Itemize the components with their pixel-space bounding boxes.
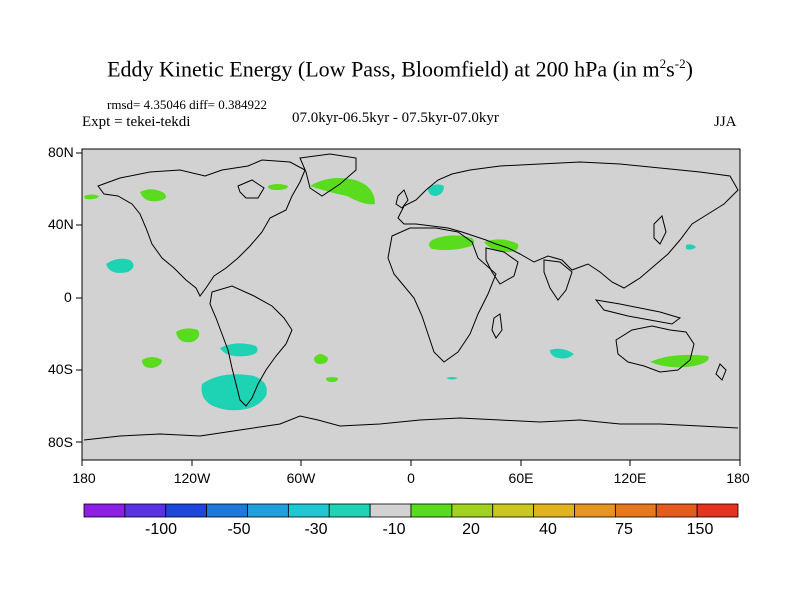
anomaly-patch — [429, 235, 475, 251]
coastline-uk — [395, 189, 409, 209]
negative-anomaly-patches — [106, 184, 696, 411]
anomaly-patch — [142, 357, 162, 368]
colorbar-label: 75 — [615, 521, 633, 538]
colorbar-box — [369, 503, 412, 518]
coastline-north-america — [97, 159, 306, 297]
anomaly-patch — [428, 184, 444, 196]
colorbar-box — [574, 503, 616, 518]
colorbar-label: -100 — [144, 521, 178, 538]
colorbar-label: 150 — [686, 521, 714, 538]
colorbar-box — [533, 503, 575, 518]
season-label: JJA — [714, 114, 737, 130]
anomaly-patch — [220, 343, 258, 357]
coastline-south-america — [209, 285, 293, 407]
colorbar-box — [328, 503, 371, 518]
anomaly-patch — [650, 354, 709, 368]
colorbar-box — [247, 503, 289, 518]
coastline-japan — [653, 215, 667, 245]
lon-label: 0 — [407, 470, 415, 486]
anomaly-patch — [268, 184, 288, 190]
lat-label: 0 — [64, 289, 72, 305]
colorbar-label: -30 — [304, 521, 328, 538]
experiment-label: Expt = tekei-tekdi — [82, 114, 191, 130]
lat-label: 80S — [48, 434, 73, 450]
rmsd-diff-stats: rmsd= 4.35046 diff= 0.384922 — [107, 97, 267, 112]
colorbar-box — [124, 503, 167, 518]
anomaly-patch — [140, 189, 166, 202]
lon-label: 180 — [72, 470, 96, 486]
coastline-eurasia — [397, 161, 739, 289]
lat-label: 80N — [48, 144, 74, 160]
anomaly-patch — [310, 178, 375, 205]
coastline-new-zealand — [715, 363, 727, 381]
coastline-antarctica — [83, 415, 739, 441]
colorbar-box — [655, 503, 698, 518]
lon-label: 60E — [508, 470, 534, 486]
period-label: 07.0kyr-06.5kyr - 07.5kyr-07.0kyr — [292, 110, 499, 126]
colorbar-label: 40 — [539, 521, 557, 538]
coastline-madagascar — [491, 313, 503, 339]
colorbar-box — [83, 503, 126, 518]
lon-label: 120E — [613, 470, 647, 486]
colorbar-box — [410, 503, 453, 518]
colorbar-box — [287, 503, 330, 518]
coastline-greenland — [299, 153, 357, 197]
colorbar-label: 20 — [462, 521, 480, 538]
anomaly-patch — [176, 328, 200, 343]
colorbar-label: -50 — [227, 521, 251, 538]
map-background — [81, 148, 741, 461]
colorbar-box — [165, 503, 208, 518]
anomaly-patch — [314, 354, 328, 364]
anomaly-patch — [550, 348, 574, 359]
anomaly-patch — [446, 377, 458, 380]
lon-label: 180 — [726, 470, 750, 486]
coastline-hudson-bay — [237, 179, 265, 199]
colorbar-box — [451, 503, 494, 518]
plot-title: Eddy Kinetic Energy (Low Pass, Bloomfiel… — [107, 56, 693, 82]
coastline-indonesia — [594, 299, 682, 325]
anomaly-patch — [84, 194, 99, 200]
coastline-australia — [615, 325, 695, 373]
anomaly-patch — [326, 377, 338, 382]
lat-label: 40S — [48, 361, 73, 377]
anomaly-patch — [201, 374, 267, 411]
coastline-africa — [387, 227, 497, 363]
coastline-arabia — [485, 247, 519, 285]
axis-ticks — [76, 152, 741, 466]
colorbar-box — [492, 503, 535, 518]
coastline-india — [543, 259, 573, 301]
colorbar-box — [206, 503, 248, 518]
anomaly-patch — [686, 244, 696, 250]
lat-label: 40N — [48, 216, 74, 232]
coastlines — [83, 153, 739, 441]
anomaly-patch — [106, 258, 134, 273]
lon-label: 60W — [286, 470, 316, 486]
colorbar — [83, 503, 739, 518]
colorbar-box — [614, 503, 657, 518]
positive-anomaly-patches — [84, 178, 709, 382]
colorbar-box — [696, 503, 739, 518]
lon-label: 120W — [173, 470, 211, 486]
colorbar-label: -10 — [382, 521, 406, 538]
